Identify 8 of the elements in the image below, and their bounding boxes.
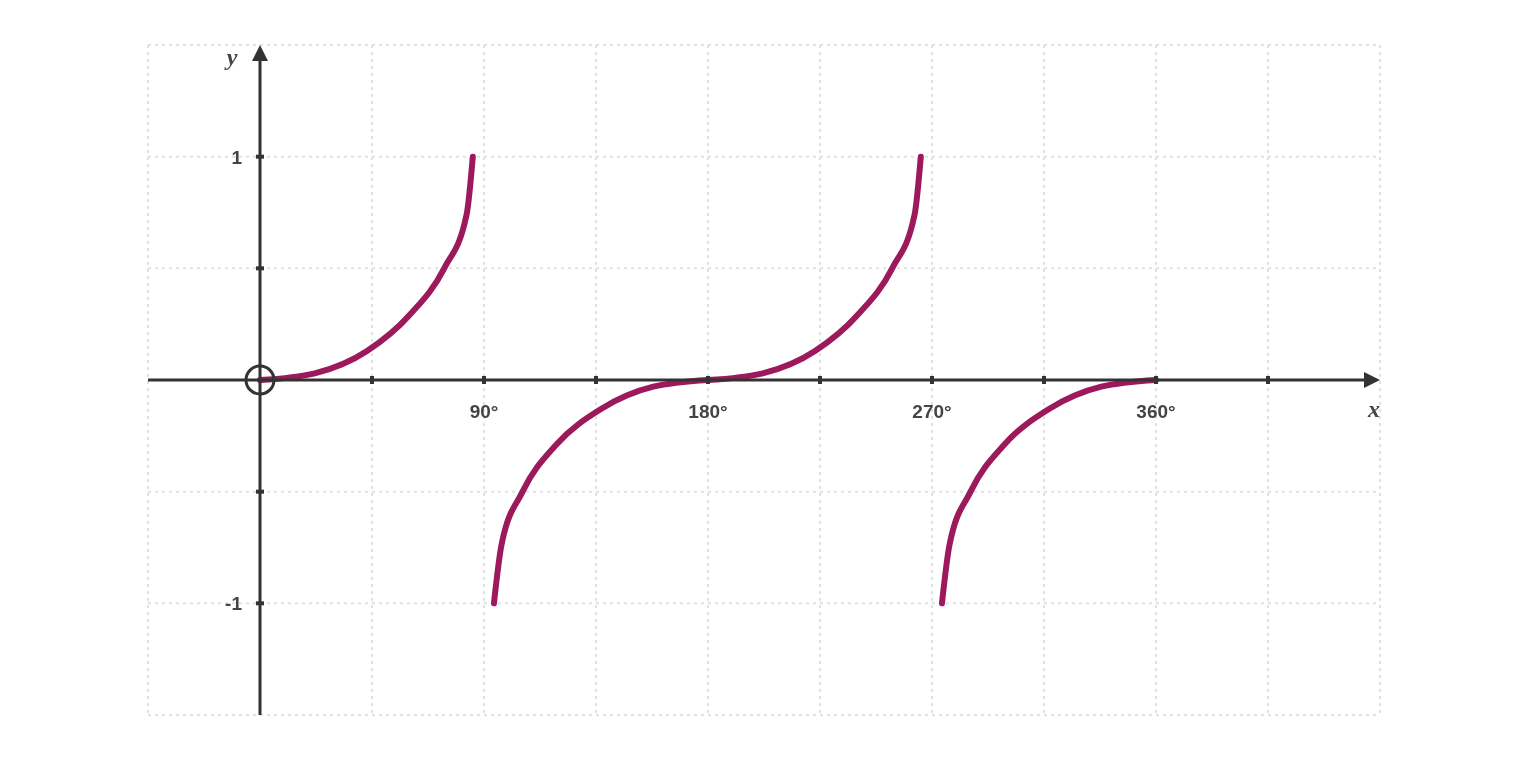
y-tick-label: 1 bbox=[231, 146, 243, 168]
y-tick-label: -1 bbox=[225, 593, 243, 615]
x-tick-label: 90° bbox=[469, 401, 499, 422]
x-tick-label: 360° bbox=[1136, 401, 1176, 422]
x-tick-label: 180° bbox=[688, 401, 728, 422]
x-axis-title: x bbox=[1367, 396, 1380, 422]
y-axis-title: y bbox=[223, 44, 238, 70]
x-tick-label: 270° bbox=[912, 401, 952, 422]
